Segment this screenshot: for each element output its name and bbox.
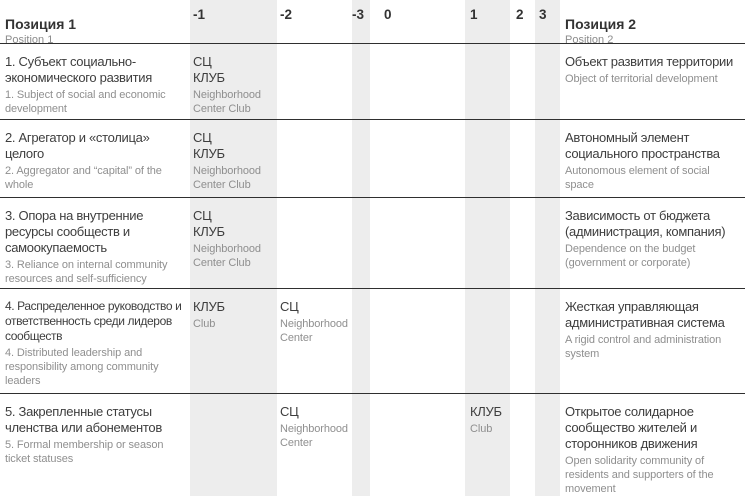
- header-position-1-ru: Позиция 1: [5, 16, 77, 32]
- row4-mark-minus2-en: Neighborhood Center: [280, 318, 348, 344]
- row2-position1-cell: 2. Агрегатор и «столица» целого 2. Aggre…: [0, 120, 190, 197]
- row2-position1-ru: 2. Агрегатор и «столица» целого: [5, 130, 150, 161]
- row1-position2-ru: Объект развития территории: [565, 54, 733, 69]
- shaded-column-plus3: [535, 0, 560, 496]
- header-position-2: Позиция 2 Position 2: [560, 0, 745, 47]
- row1-position2-cell: Объект развития территории Object of ter…: [560, 44, 745, 119]
- scale-label-minus2: -2: [280, 7, 293, 22]
- row3-position2-cell: Зависимость от бюджета (администрация, к…: [560, 198, 745, 288]
- row5-position1-en: 5. Formal membership or season ticket st…: [5, 439, 164, 465]
- scale-label-minus3: -3: [352, 7, 365, 22]
- table-row-5: 5. Закрепленные статусы членства или або…: [0, 393, 745, 496]
- row5-mark-plus1-ru: КЛУБ: [470, 404, 502, 419]
- row4-mark-minus1: КЛУБ Club: [190, 289, 277, 393]
- row1-position1-cell: 1. Субъект социально-экономического разв…: [0, 44, 190, 119]
- row3-position1-cell: 3. Опора на внутренние ресурсы сообществ…: [0, 198, 190, 288]
- row1-mark-minus1: СЦ КЛУБ Neighborhood Center Club: [190, 44, 277, 119]
- header-position-2-en: Position 2: [565, 34, 614, 46]
- row4-position1-en: 4. Distributed leadership and responsibi…: [5, 347, 159, 387]
- row3-mark-minus1-en: Neighborhood Center Club: [193, 243, 261, 269]
- row5-position2-ru: Открытое солидарное сообщество жителей и…: [565, 404, 698, 451]
- header-position-1: Позиция 1 Position 1: [0, 0, 190, 47]
- row1-position1-ru: 1. Субъект социально-экономического разв…: [5, 54, 152, 85]
- row1-position2-en: Object of territorial development: [565, 73, 718, 85]
- row2-position1-en: 2. Aggregator and “capital” of the whole: [5, 165, 162, 191]
- row2-position2-ru: Автономный элемент социального пространс…: [565, 130, 720, 161]
- row5-mark-minus2: СЦ Neighborhood Center: [277, 394, 352, 496]
- shaded-column-minus1: [190, 0, 277, 496]
- shaded-column-minus3: [352, 0, 370, 496]
- table-row-3: 3. Опора на внутренние ресурсы сообществ…: [0, 197, 745, 288]
- shaded-column-plus1: [465, 0, 510, 496]
- row2-mark-minus1: СЦ КЛУБ Neighborhood Center Club: [190, 120, 277, 197]
- scale-label-plus2: 2: [516, 7, 524, 22]
- table-row-1: 1. Субъект социально-экономического разв…: [0, 43, 745, 119]
- row4-position2-ru: Жесткая управляющая административная сис…: [565, 299, 725, 330]
- row5-position2-en: Open solidarity community of residents a…: [565, 455, 714, 495]
- table-row-2: 2. Агрегатор и «столица» целого 2. Aggre…: [0, 119, 745, 197]
- row3-mark-minus1-ru: СЦ КЛУБ: [193, 208, 225, 239]
- row5-position2-cell: Открытое солидарное сообщество жителей и…: [560, 394, 745, 496]
- row1-mark-minus1-en: Neighborhood Center Club: [193, 89, 261, 115]
- row1-position1-en: 1. Subject of social and economic develo…: [5, 89, 166, 115]
- row5-position1-cell: 5. Закрепленные статусы членства или або…: [0, 394, 190, 496]
- row4-position1-cell: 4. Распределенное руководство и ответств…: [0, 289, 190, 393]
- table-header-row: Позиция 1 Position 1 -1 -2 -3 0 1 2 3 По…: [0, 0, 745, 46]
- row4-mark-minus2: СЦ Neighborhood Center: [277, 289, 352, 393]
- row2-position2-cell: Автономный элемент социального пространс…: [560, 120, 745, 197]
- row2-position2-en: Autonomous element of social space: [565, 165, 710, 191]
- row1-mark-minus1-ru: СЦ КЛУБ: [193, 54, 225, 85]
- header-position-1-en: Position 1: [5, 34, 54, 46]
- scale-label-plus1: 1: [470, 7, 478, 22]
- row5-mark-minus2-ru: СЦ: [280, 404, 299, 419]
- row4-position2-en: A rigid control and administration syste…: [565, 334, 722, 360]
- row5-mark-plus1: КЛУБ Club: [465, 394, 510, 496]
- row5-mark-minus2-en: Neighborhood Center: [280, 423, 348, 449]
- scale-label-zero: 0: [384, 7, 392, 22]
- row3-position1-ru: 3. Опора на внутренние ресурсы сообществ…: [5, 208, 144, 255]
- row3-mark-minus1: СЦ КЛУБ Neighborhood Center Club: [190, 198, 277, 288]
- row2-mark-minus1-en: Neighborhood Center Club: [193, 165, 261, 191]
- row4-position1-ru: 4. Распределенное руководство и ответств…: [5, 299, 182, 343]
- scale-label-minus1: -1: [193, 7, 206, 22]
- table-row-4: 4. Распределенное руководство и ответств…: [0, 288, 745, 393]
- row5-mark-plus1-en: Club: [470, 423, 493, 435]
- row3-position2-ru: Зависимость от бюджета (администрация, к…: [565, 208, 726, 239]
- row3-position2-en: Dependence on the budget (government or …: [565, 243, 696, 269]
- scale-label-plus3: 3: [539, 7, 547, 22]
- row2-mark-minus1-ru: СЦ КЛУБ: [193, 130, 225, 161]
- row4-mark-minus1-ru: КЛУБ: [193, 299, 225, 314]
- row4-mark-minus1-en: Club: [193, 318, 216, 330]
- header-position-2-ru: Позиция 2: [565, 16, 637, 32]
- row4-mark-minus2-ru: СЦ: [280, 299, 299, 314]
- row5-position1-ru: 5. Закрепленные статусы членства или або…: [5, 404, 162, 435]
- row4-position2-cell: Жесткая управляющая административная сис…: [560, 289, 745, 393]
- row3-position1-en: 3. Reliance on internal community resour…: [5, 259, 168, 285]
